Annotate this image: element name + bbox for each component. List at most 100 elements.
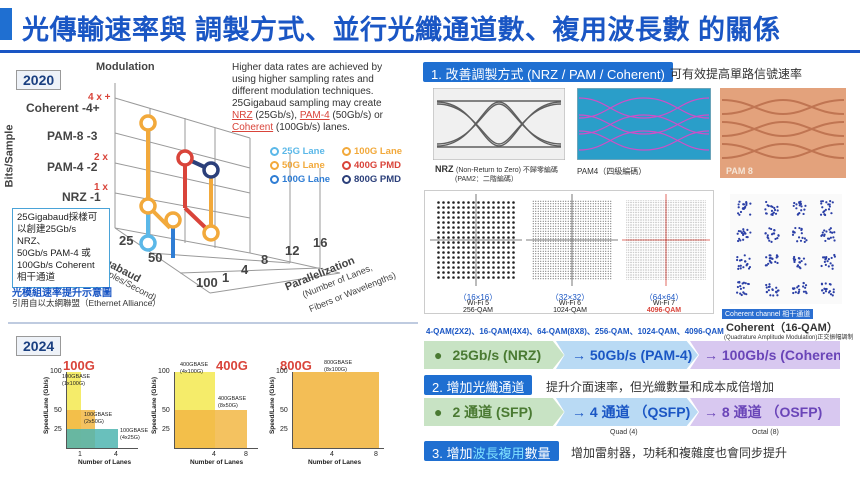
constellation-point [639,212,641,213]
constellation-point [804,290,807,293]
constellation-point [565,248,567,250]
constellation-point [703,263,704,265]
constellation-point [626,253,628,255]
constellation-point [654,263,656,265]
constellation-point [587,223,589,225]
constellation-point [664,252,666,253]
constellation-point [694,258,696,260]
constellation-point [644,218,646,220]
constellation-point [437,221,440,224]
constellation-point [636,207,638,208]
constellation-point [628,245,629,247]
constellation-point [673,277,674,278]
constellation-point [664,203,666,205]
constellation-point [442,256,445,259]
constellation-point [668,210,669,212]
constellation-point [597,223,599,225]
constellation-point [703,227,704,228]
constellation-point [472,251,475,254]
constellation-point [577,243,579,245]
constellation-point [701,257,703,258]
constellation-point [537,218,539,220]
constellation-point [552,243,554,245]
constellation-point [688,203,689,205]
constellation-point [570,233,572,235]
constellation-point [639,207,641,208]
constellation-point [648,220,649,222]
constellation-point [641,242,643,243]
constellation-point [610,273,612,275]
constellation-point [694,237,696,238]
constellation-point [646,260,648,262]
constellation-point [681,208,683,210]
constellation-point [688,260,689,262]
constellation-point [646,270,648,272]
constellation-point [701,205,703,207]
constellation-point [607,250,609,252]
constellation-point [701,217,703,218]
constellation-point [634,260,636,262]
constellation-point [587,250,589,252]
constellation-point [590,228,592,230]
constellation-point [663,278,664,280]
constellation-point [666,218,668,220]
constellation-point [577,215,579,217]
constellation-point [678,245,679,247]
constellation-point [649,215,651,217]
constellation-point [684,217,686,218]
constellation-point [674,222,676,223]
constellation-point [703,270,704,272]
constellation-point [537,265,539,267]
constellation-point [540,273,542,275]
constellation-point [663,215,664,217]
constellation-point [739,287,743,290]
constellation-point [585,225,587,227]
constellation-point [639,218,641,220]
constellation-point [703,275,704,277]
constellation-point [804,263,807,266]
constellation-point [664,228,666,230]
constellation-point [663,237,664,238]
constellation-point [673,243,674,245]
constellation-point [562,273,564,275]
constellation-point [674,250,676,252]
constellation-point [638,250,639,252]
constellation-point [663,273,664,275]
constellation-point [681,215,683,217]
constellation-point [535,263,537,265]
constellation-point [547,278,549,280]
constellation-point [679,202,681,203]
constellation-point [597,263,599,265]
constellation-point [742,291,745,294]
constellation-point [638,252,639,253]
constellation-point [679,245,681,247]
constellation-point [694,218,696,220]
constellation-point [639,240,641,242]
constellation-point [663,213,664,215]
constellation-point [644,265,646,267]
constellation-point [570,235,572,237]
constellation-point [557,218,559,220]
constellation-point [602,260,604,262]
constellation-point [557,275,559,277]
constellation-point [638,247,639,248]
constellation-point [552,218,554,220]
constellation-point [634,237,636,238]
constellation-point [833,231,836,234]
constellation-point [696,233,698,235]
constellation-point [590,215,592,217]
constellation-point [535,273,537,275]
constellation-point [737,265,740,268]
constellation-point [684,275,686,277]
constellation-point [540,233,542,235]
constellation-point [678,270,679,272]
constellation-point [699,262,701,263]
constellation-point [634,213,636,215]
constellation-point [557,250,559,252]
constellation-point [552,235,554,237]
constellation-point [605,223,607,225]
constellation-point [643,218,644,220]
constellation-point [447,246,450,249]
constellation-point [592,238,594,240]
constellation-point [654,260,656,262]
